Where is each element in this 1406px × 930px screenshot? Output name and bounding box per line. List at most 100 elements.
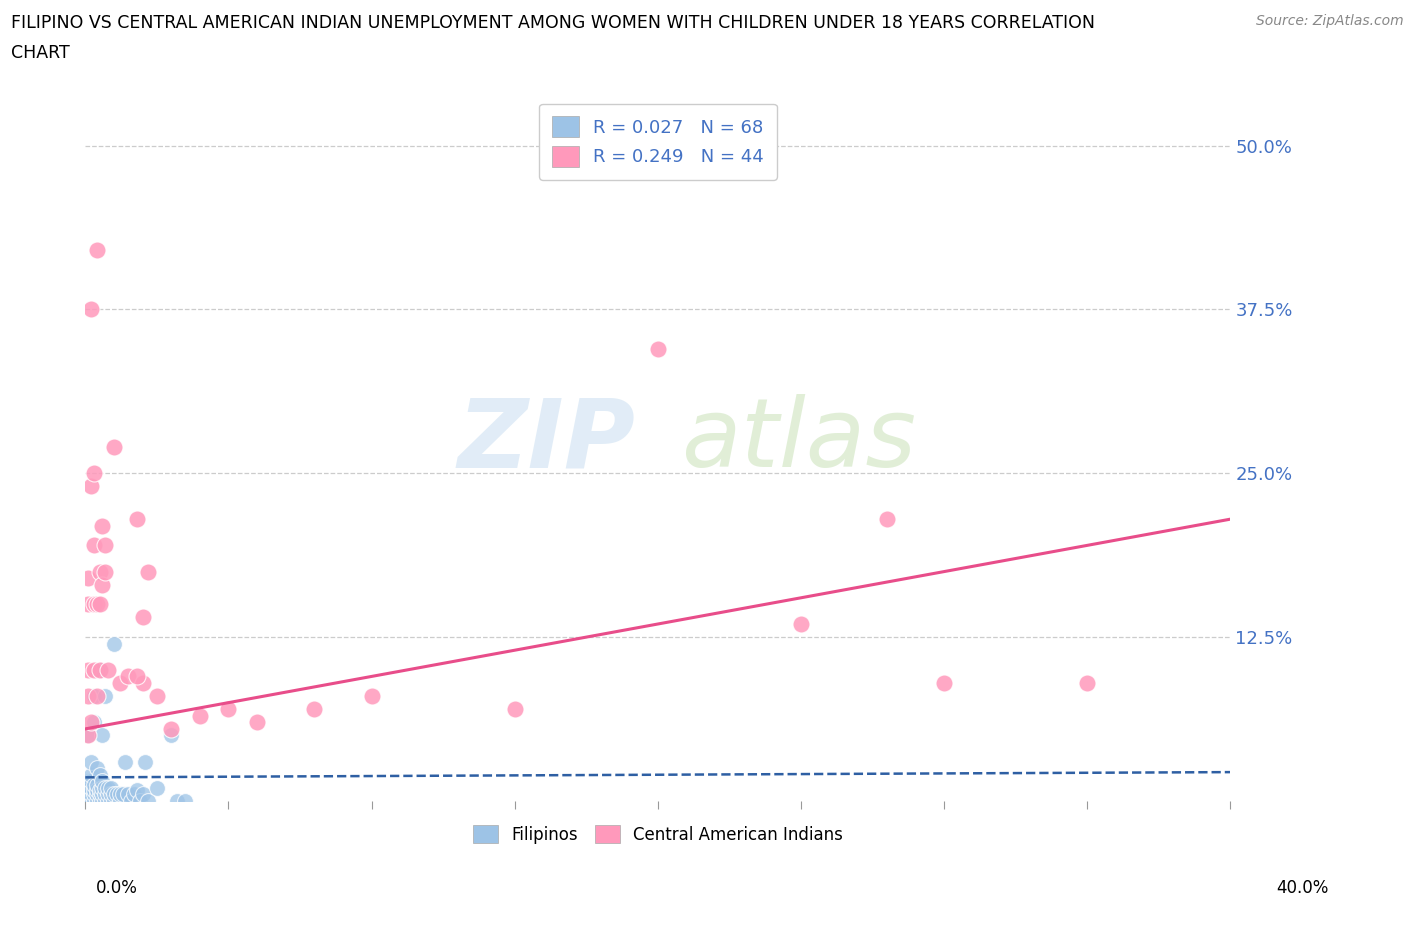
Point	[117, 669, 139, 684]
Point	[188, 709, 211, 724]
Text: Source: ZipAtlas.com: Source: ZipAtlas.com	[1256, 14, 1403, 28]
Point	[125, 783, 148, 798]
Point	[77, 728, 100, 743]
Point	[114, 754, 136, 769]
Point	[360, 688, 382, 703]
Point	[86, 783, 108, 798]
Point	[125, 512, 148, 526]
Point	[136, 565, 159, 579]
Point	[86, 793, 108, 808]
Point	[83, 793, 105, 808]
Point	[83, 662, 105, 677]
Point	[83, 538, 105, 552]
Point	[105, 787, 128, 802]
Point	[103, 440, 125, 455]
Point	[77, 780, 100, 795]
Point	[80, 767, 103, 782]
Point	[83, 777, 105, 792]
Point	[94, 538, 117, 552]
Point	[131, 610, 153, 625]
Point	[117, 787, 139, 802]
Point	[89, 783, 111, 798]
Point	[97, 793, 120, 808]
Point	[89, 767, 111, 782]
Point	[83, 787, 105, 802]
Point	[83, 466, 105, 481]
Point	[120, 793, 142, 808]
Point	[97, 787, 120, 802]
Text: FILIPINO VS CENTRAL AMERICAN INDIAN UNEMPLOYMENT AMONG WOMEN WITH CHILDREN UNDER: FILIPINO VS CENTRAL AMERICAN INDIAN UNEM…	[11, 14, 1095, 32]
Point	[91, 774, 114, 789]
Point	[94, 780, 117, 795]
Point	[122, 787, 145, 802]
Point	[80, 479, 103, 494]
Point	[876, 512, 898, 526]
Point	[91, 793, 114, 808]
Point	[77, 728, 100, 743]
Point	[128, 793, 150, 808]
Point	[89, 565, 111, 579]
Point	[80, 754, 103, 769]
Point	[80, 780, 103, 795]
Point	[86, 243, 108, 258]
Point	[83, 783, 105, 798]
Point	[75, 780, 97, 795]
Point	[160, 728, 183, 743]
Point	[100, 793, 122, 808]
Point	[86, 688, 108, 703]
Point	[108, 787, 131, 802]
Point	[89, 662, 111, 677]
Point	[94, 565, 117, 579]
Point	[80, 787, 103, 802]
Point	[86, 761, 108, 776]
Point	[125, 669, 148, 684]
Point	[217, 702, 239, 717]
Text: 40.0%: 40.0%	[1277, 879, 1329, 897]
Point	[80, 302, 103, 317]
Point	[77, 790, 100, 804]
Point	[131, 787, 153, 802]
Point	[83, 688, 105, 703]
Point	[77, 688, 100, 703]
Point	[77, 597, 100, 612]
Point	[86, 777, 108, 792]
Point	[108, 675, 131, 690]
Point	[91, 728, 114, 743]
Point	[503, 702, 526, 717]
Point	[77, 662, 100, 677]
Point	[75, 793, 97, 808]
Point	[134, 754, 156, 769]
Point	[103, 787, 125, 802]
Point	[80, 715, 103, 730]
Point	[89, 787, 111, 802]
Point	[94, 787, 117, 802]
Point	[97, 780, 120, 795]
Point	[103, 793, 125, 808]
Point	[103, 636, 125, 651]
Point	[136, 793, 159, 808]
Point	[75, 787, 97, 802]
Point	[80, 774, 103, 789]
Point	[166, 793, 188, 808]
Point	[932, 675, 955, 690]
Text: ZIP: ZIP	[457, 394, 636, 487]
Text: atlas: atlas	[681, 394, 915, 487]
Point	[86, 597, 108, 612]
Point	[80, 793, 103, 808]
Point	[246, 715, 269, 730]
Point	[86, 787, 108, 802]
Point	[790, 617, 813, 631]
Point	[91, 787, 114, 802]
Point	[77, 786, 100, 801]
Point	[89, 662, 111, 677]
Point	[91, 780, 114, 795]
Point	[77, 793, 100, 808]
Point	[91, 578, 114, 592]
Point	[89, 597, 111, 612]
Text: CHART: CHART	[11, 44, 70, 61]
Point	[100, 787, 122, 802]
Point	[146, 688, 169, 703]
Point	[94, 688, 117, 703]
Point	[647, 341, 669, 356]
Point	[77, 571, 100, 586]
